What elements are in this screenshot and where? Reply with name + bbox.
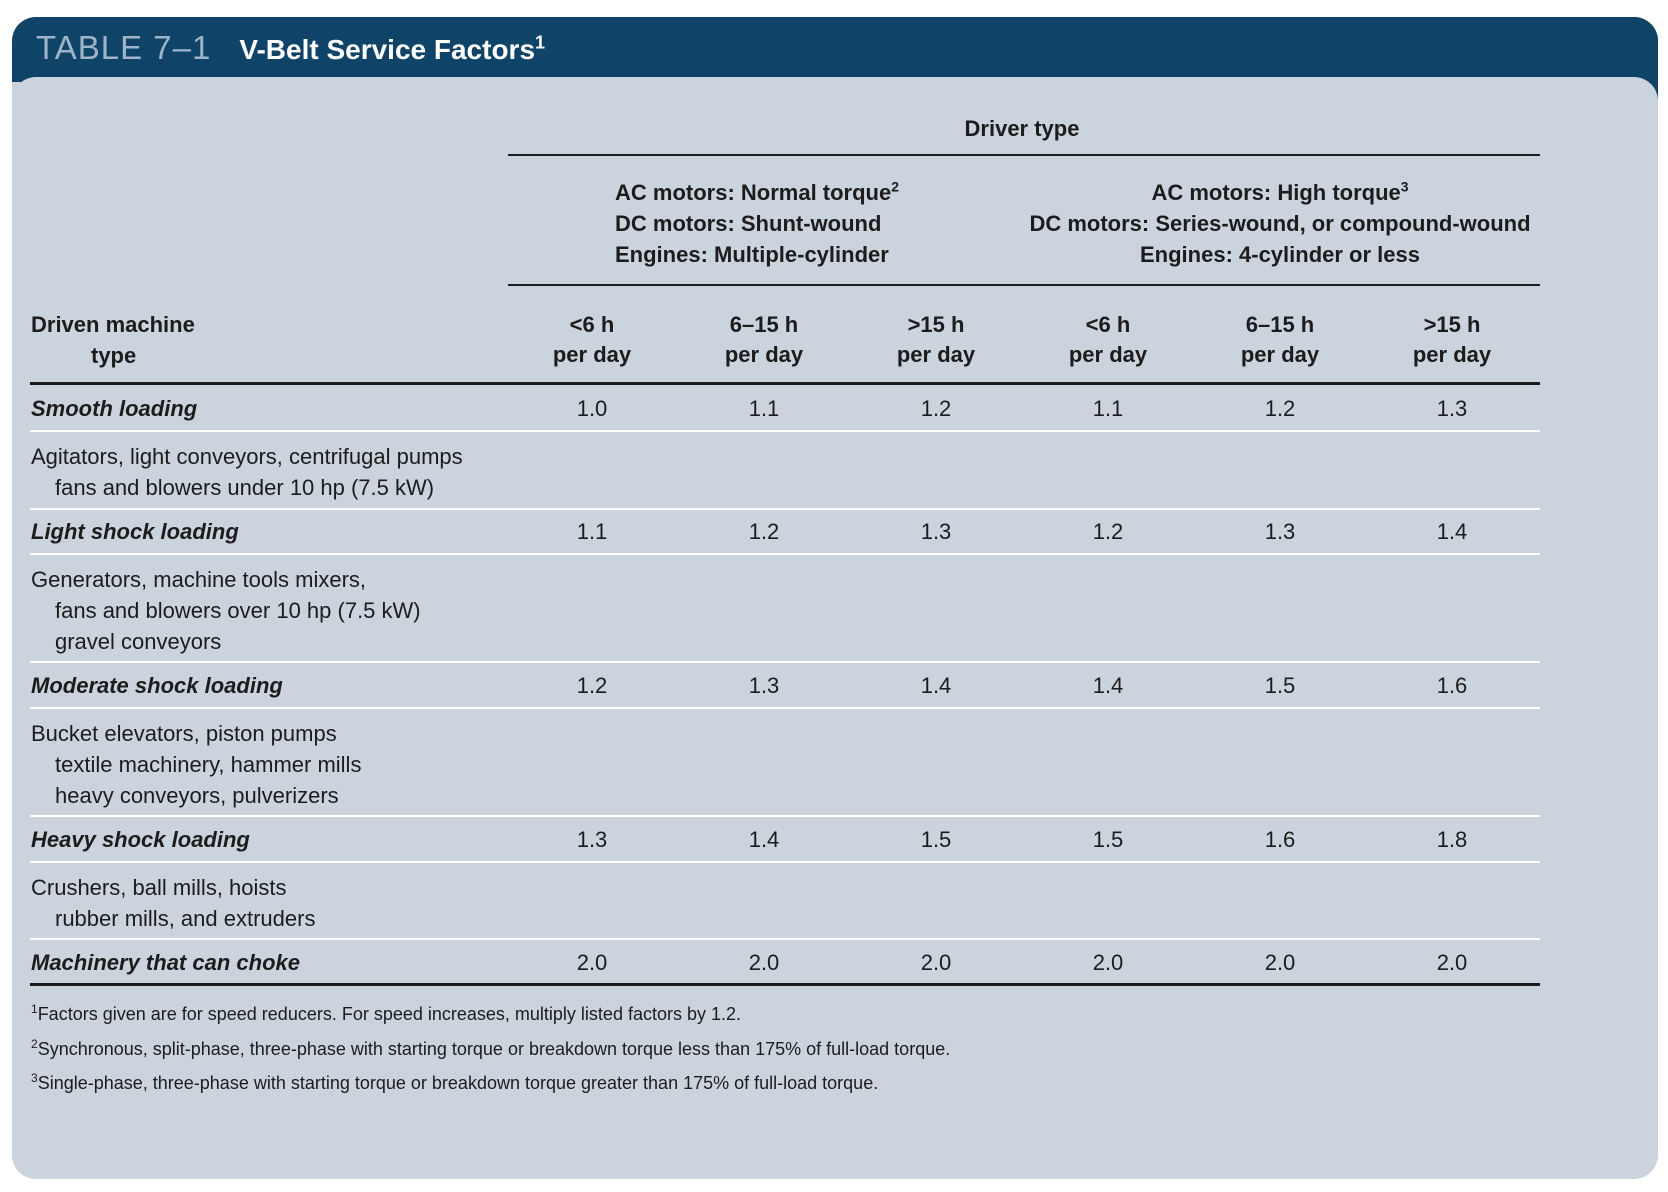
table-cell: 1.8 — [1436, 827, 1468, 852]
table-cell: 1.4 — [748, 827, 780, 852]
table-panel — [12, 77, 1658, 1179]
row-divider — [30, 430, 1540, 432]
table-title: TABLE 7–1 V-Belt Service Factors1 — [36, 29, 545, 67]
row-label-heavy-shock: Heavy shock loading — [31, 827, 250, 852]
table-cell: 1.6 — [1264, 827, 1296, 852]
driver-group-high: AC motors: High torque3 DC motors: Serie… — [1029, 178, 1531, 267]
row-desc-light-shock: Generators, machine tools mixers, fans a… — [31, 567, 421, 654]
driver-group-normal: AC motors: Normal torque2 DC motors: Shu… — [615, 178, 900, 267]
table-cell: 1.2 — [1264, 396, 1296, 421]
table-cell: 2.0 — [576, 950, 608, 975]
row-label-smooth: Smooth loading — [31, 396, 198, 421]
table-cell: 1.1 — [576, 519, 608, 544]
table-cell: 1.2 — [1092, 519, 1124, 544]
table-cell: 1.5 — [1092, 827, 1124, 852]
table-cell: 1.4 — [1092, 673, 1124, 698]
table-cell: 1.3 — [1264, 519, 1296, 544]
rule-header-bottom — [30, 382, 1540, 385]
table-cell: 2.0 — [1436, 950, 1468, 975]
table-cell: 1.1 — [748, 396, 780, 421]
table-caption: V-Belt Service Factors1 — [239, 32, 546, 65]
hours-header-2: 6–15 h per day — [724, 312, 804, 367]
table-cell: 1.2 — [748, 519, 780, 544]
rule-driver-groups — [508, 284, 1540, 286]
title-band: TABLE 7–1 V-Belt Service Factors1 — [12, 17, 1658, 177]
hours-header-5: 6–15 h per day — [1240, 312, 1320, 367]
row-divider — [30, 553, 1540, 555]
table-cell: 1.4 — [920, 673, 952, 698]
hours-header-6: >15 h per day — [1412, 312, 1492, 367]
table-cell: 2.0 — [920, 950, 952, 975]
driver-type-header: Driver type — [964, 116, 1080, 141]
row-label-light-shock: Light shock loading — [31, 519, 239, 544]
row-divider — [30, 508, 1540, 510]
table-cell: 1.4 — [1436, 519, 1468, 544]
footnote-3: 3Single-phase, three-phase with starting… — [31, 1071, 879, 1093]
table-cell: 1.3 — [748, 673, 780, 698]
row-label-moderate-shock: Moderate shock loading — [31, 673, 283, 698]
hours-header-1: <6 h per day — [552, 312, 632, 367]
table-cell: 1.6 — [1436, 673, 1468, 698]
table-cell: 2.0 — [1092, 950, 1124, 975]
table-cell: 1.3 — [576, 827, 608, 852]
rule-table-bottom — [30, 983, 1540, 986]
row-divider — [30, 661, 1540, 663]
table-cell: 2.0 — [1264, 950, 1296, 975]
row-desc-smooth: Agitators, light conveyors, centrifugal … — [31, 444, 463, 500]
row-divider — [30, 707, 1540, 709]
title-footnote-ref: 1 — [535, 32, 546, 53]
table-cell: 1.5 — [1264, 673, 1296, 698]
table-cell: 1.3 — [1436, 396, 1468, 421]
row-label-choke: Machinery that can choke — [31, 950, 300, 975]
table-cell: 2.0 — [748, 950, 780, 975]
table-cell: 1.5 — [920, 827, 952, 852]
footnote-2: 2Synchronous, split-phase, three-phase w… — [31, 1037, 951, 1059]
table-cell: 1.3 — [920, 519, 952, 544]
row-divider — [30, 861, 1540, 863]
row-divider — [30, 938, 1540, 940]
table-cell: 1.2 — [920, 396, 952, 421]
table-number: TABLE 7–1 — [36, 29, 212, 66]
hours-header-4: <6 h per day — [1068, 312, 1148, 367]
row-desc-heavy-shock: Crushers, ball mills, hoists rubber mill… — [31, 875, 316, 931]
rule-driver-type — [508, 154, 1540, 156]
table-cell: 1.1 — [1092, 396, 1124, 421]
table-cell: 1.2 — [576, 673, 608, 698]
driven-machine-header: Driven machine type — [31, 312, 195, 368]
row-divider — [30, 815, 1540, 817]
hours-header-3: >15 h per day — [896, 312, 976, 367]
row-desc-moderate-shock: Bucket elevators, piston pumps textile m… — [31, 721, 362, 808]
footnote-1: 1Factors given are for speed reducers. F… — [31, 1002, 742, 1024]
table-cell: 1.0 — [576, 396, 608, 421]
